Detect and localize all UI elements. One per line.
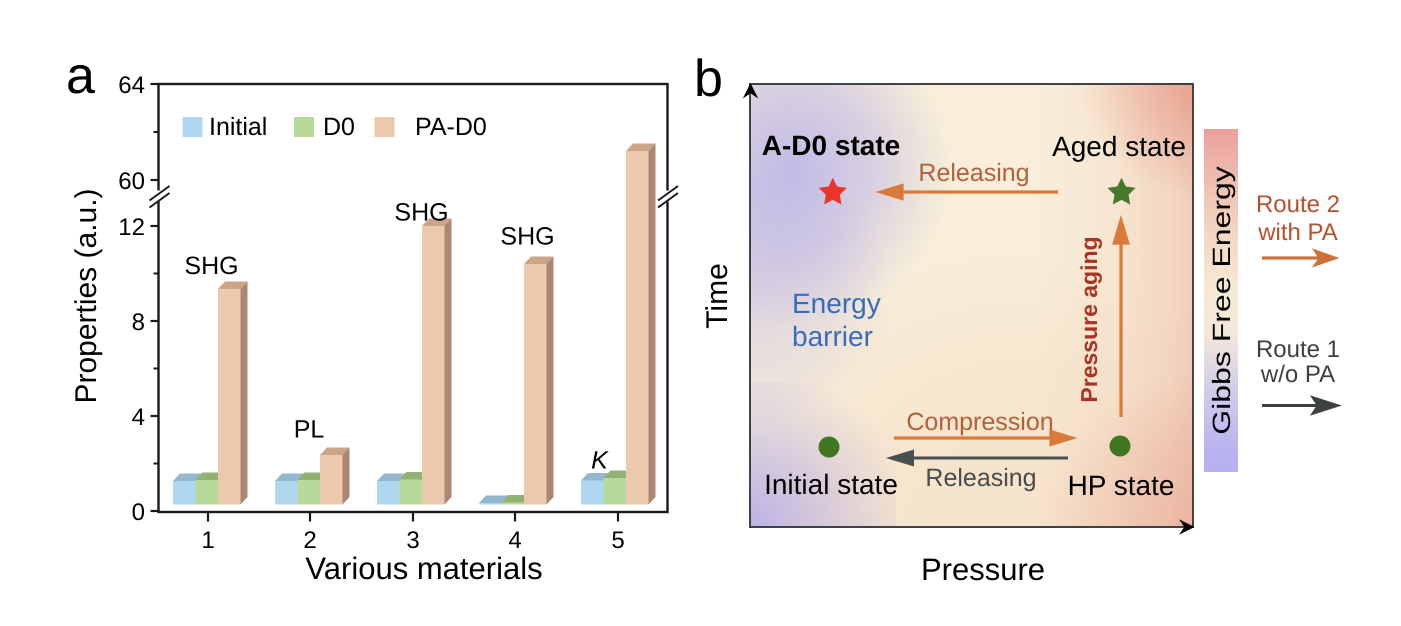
svg-text:SHG: SHG (184, 252, 238, 280)
svg-text:with PA: with PA (1257, 219, 1338, 246)
svg-text:8: 8 (132, 309, 145, 336)
svg-text:Time: Time (701, 263, 734, 329)
svg-text:5: 5 (611, 527, 624, 554)
svg-text:2: 2 (303, 527, 316, 554)
svg-text:Properties (a.u.): Properties (a.u.) (70, 188, 103, 403)
svg-text:PL: PL (294, 416, 325, 444)
svg-text:Gibbs Free Energy: Gibbs Free Energy (1208, 166, 1236, 435)
svg-text:3: 3 (406, 527, 419, 554)
svg-text:b: b (694, 50, 723, 108)
svg-text:4: 4 (508, 527, 521, 554)
svg-text:Pressure aging: Pressure aging (1076, 236, 1102, 402)
svg-text:Pressure: Pressure (921, 552, 1045, 587)
svg-text:a: a (66, 47, 95, 105)
svg-text:1: 1 (201, 527, 214, 554)
svg-text:Compression: Compression (906, 408, 1053, 436)
svg-text:w/o PA: w/o PA (1260, 361, 1335, 388)
svg-text:Initial state: Initial state (764, 469, 898, 500)
svg-text:Initial: Initial (209, 113, 267, 141)
svg-text:Route 2: Route 2 (1256, 191, 1340, 218)
svg-text:Releasing: Releasing (918, 159, 1029, 187)
svg-text:Route 1: Route 1 (1256, 336, 1340, 363)
svg-text:Aged state: Aged state (1052, 131, 1186, 162)
svg-text:D0: D0 (323, 113, 355, 141)
svg-text:4: 4 (132, 404, 145, 431)
svg-text:0: 0 (132, 499, 145, 526)
svg-text:A-D0 state: A-D0 state (762, 130, 900, 161)
svg-text:Releasing: Releasing (925, 464, 1036, 492)
svg-text:K: K (591, 447, 609, 475)
svg-text:HP state: HP state (1068, 470, 1175, 501)
svg-text:64: 64 (118, 72, 145, 99)
svg-text:12: 12 (118, 214, 145, 241)
svg-text:SHG: SHG (394, 199, 448, 227)
svg-text:Energy: Energy (792, 288, 881, 319)
svg-text:barrier: barrier (792, 321, 873, 352)
svg-text:SHG: SHG (500, 223, 554, 251)
svg-text:60: 60 (118, 168, 145, 195)
svg-text:PA-D0: PA-D0 (415, 113, 487, 141)
svg-text:Various materials: Various materials (305, 551, 542, 586)
